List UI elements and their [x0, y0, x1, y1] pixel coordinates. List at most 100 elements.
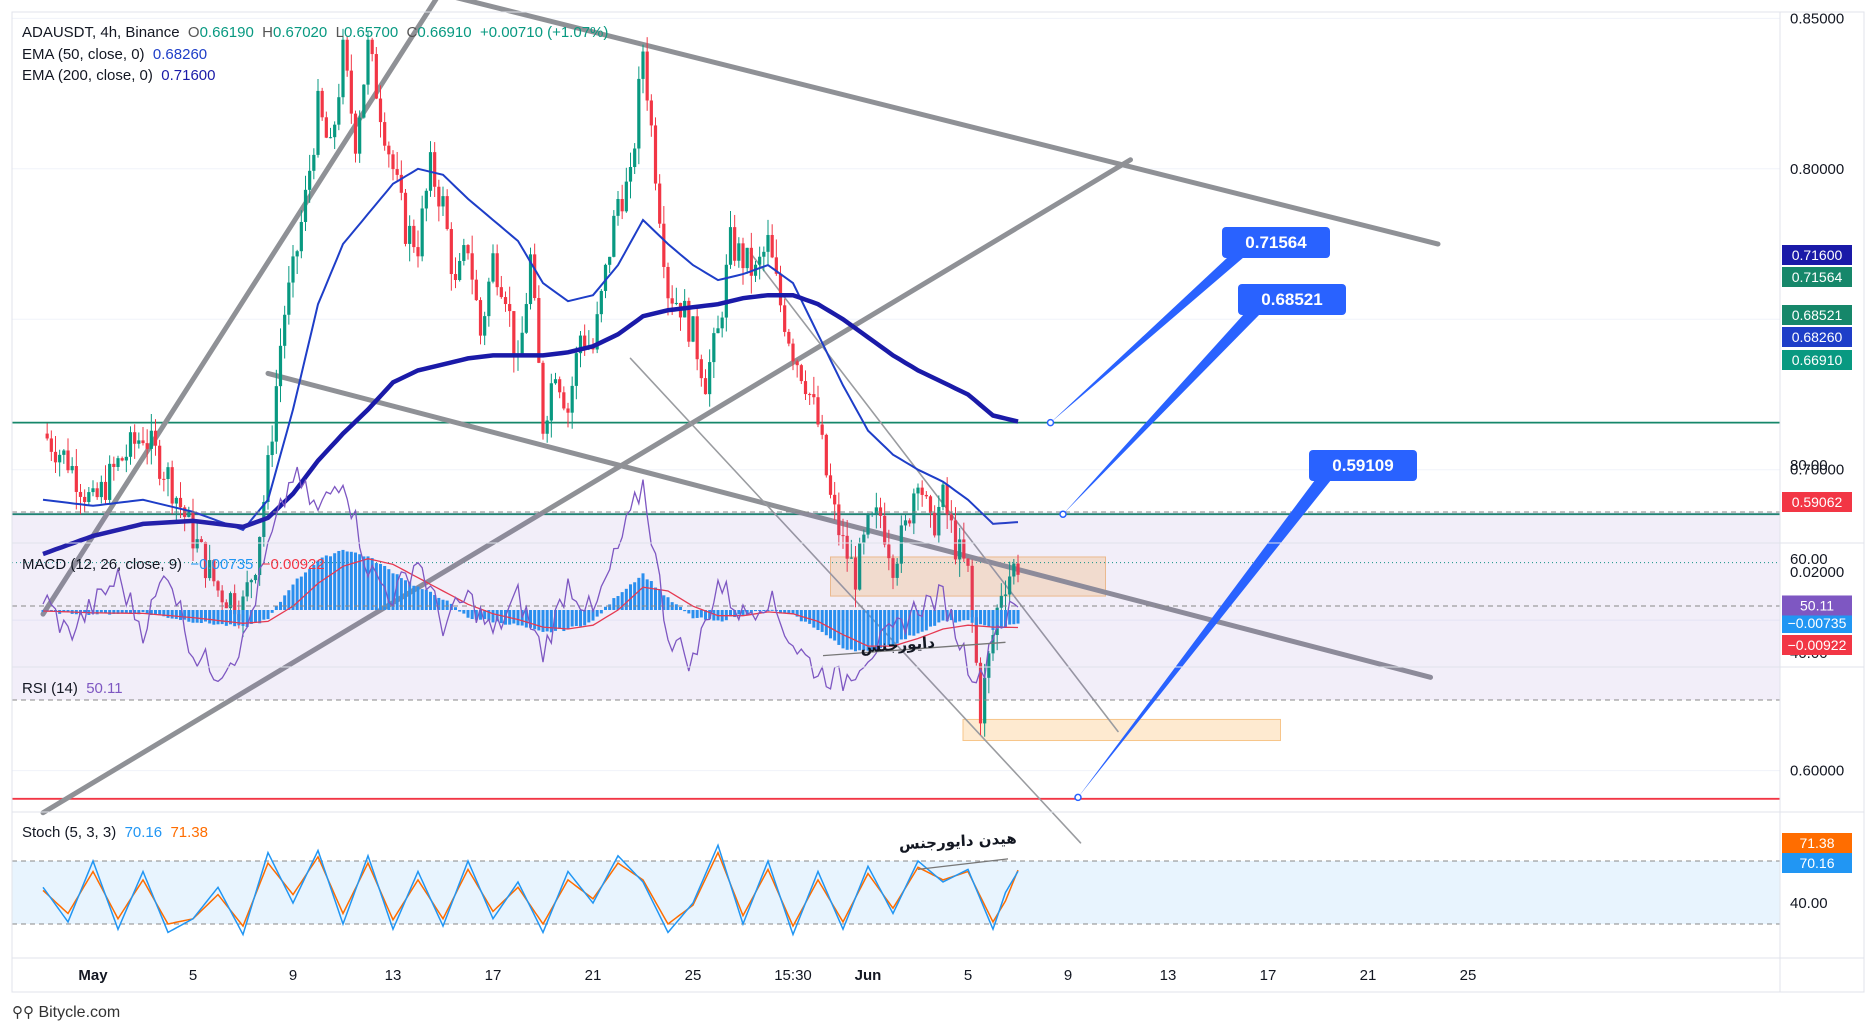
stoch-legend: Stoch (5, 3, 3) 70.16 71.38: [22, 824, 208, 841]
candle-body: [495, 253, 499, 288]
stoch-band: [12, 861, 1780, 924]
macd-histogram-bar: [233, 610, 237, 627]
candle-body: [345, 39, 349, 71]
macd-histogram-bar: [337, 550, 341, 610]
price-tag: [1782, 327, 1852, 347]
candle-body: [737, 243, 741, 261]
candle-body: [445, 196, 449, 230]
candle-body: [937, 506, 941, 536]
macd-histogram-bar: [537, 610, 541, 631]
candle-body: [208, 560, 212, 579]
price-tag-label: 0.66910: [1792, 352, 1843, 368]
candle-body: [249, 580, 253, 583]
macd-histogram-bar: [999, 610, 1003, 628]
macd-tag: [1782, 635, 1852, 655]
price-tag: [1782, 305, 1852, 325]
trendline-3: [265, 370, 1433, 680]
macd-histogram-bar: [958, 610, 962, 622]
macd-histogram-bar: [208, 610, 212, 624]
candle-body: [770, 234, 774, 258]
candle-body: [199, 539, 203, 543]
macd-histogram-bar: [187, 610, 191, 622]
macd-histogram-bar: [420, 589, 424, 610]
ohlc-low-label: L: [335, 24, 344, 41]
price-tag: [1782, 350, 1852, 370]
macd-histogram-bar: [166, 610, 170, 618]
time-axis-tick: 21: [1360, 967, 1377, 984]
ema200-legend: EMA (200, close, 0) 0.71600: [22, 67, 215, 84]
candle-body: [270, 441, 274, 456]
macd-histogram-bar: [649, 581, 653, 610]
macd-axis-tick: 0.02000: [1790, 564, 1844, 581]
candle-body: [699, 359, 703, 379]
macd-histogram-bar: [149, 610, 153, 616]
macd-histogram-bar: [691, 610, 695, 619]
candle-body: [191, 511, 195, 549]
macd-histogram-bar: [354, 552, 357, 610]
candle-body: [720, 317, 724, 329]
candle-body: [533, 254, 537, 299]
candle-body: [999, 595, 1003, 608]
macd-histogram-bar: [291, 584, 295, 610]
macd-histogram-bar: [633, 582, 637, 610]
macd-histogram-bar: [120, 610, 124, 613]
ema200-line: [42, 292, 1019, 557]
macd-histogram-bar: [441, 599, 445, 610]
candle-body: [224, 602, 228, 609]
price-tag-label: 0.71564: [1792, 269, 1843, 285]
candle-body: [724, 264, 728, 318]
brand-footer: ⚲⚲ Bitycle.com: [12, 1003, 120, 1022]
candle-body: [412, 225, 416, 248]
candle-body: [333, 124, 337, 138]
macd-histogram-bar: [912, 610, 916, 636]
candle-body: [583, 335, 587, 349]
bicycle-icon: ⚲⚲: [12, 1004, 34, 1021]
stoch-k-tag-label: 70.16: [1799, 855, 1834, 871]
macd-histogram-bar: [216, 610, 220, 625]
macd-histogram-bar: [516, 610, 520, 626]
candle-body: [778, 273, 783, 306]
candle-body: [424, 190, 428, 209]
candle-body: [474, 279, 478, 301]
macd-histogram-bar: [812, 610, 816, 628]
macd-histogram-bar: [620, 592, 624, 610]
macd-histogram-bar: [754, 610, 757, 612]
candle-body: [703, 378, 708, 395]
candle-body: [653, 125, 658, 184]
candle-body: [133, 432, 137, 444]
candle-body: [924, 494, 928, 497]
candle-body: [574, 353, 578, 386]
candle-body: [920, 487, 924, 495]
macd-histogram-bar: [704, 610, 707, 620]
macd-histogram-bar: [949, 610, 953, 621]
macd-histogram-bar: [62, 610, 66, 612]
candle-body: [1016, 563, 1020, 575]
stoch-legend-k: 70.16: [124, 824, 163, 841]
macd-histogram-bar: [108, 610, 112, 615]
macd-histogram-bar: [320, 557, 324, 610]
candle-body: [983, 677, 987, 724]
macd-signal-line: [42, 558, 1019, 647]
candle-body: [74, 466, 78, 492]
macd-histogram-bar: [295, 578, 299, 610]
candle-body: [649, 100, 653, 126]
ema-lines: [42, 167, 1019, 557]
callout-box: [1238, 284, 1346, 315]
macd-histogram-bar: [1004, 610, 1007, 628]
candle-body: [712, 333, 716, 363]
rsi-axis-tick: 80.00: [1790, 457, 1828, 474]
macd-histogram-bar: [429, 591, 432, 610]
candle-body: [145, 443, 149, 449]
price-change: +0.00710 (+1.07%): [479, 24, 609, 41]
macd-histogram-bar: [416, 586, 420, 610]
macd-histogram-bar: [66, 610, 70, 612]
macd-histogram-bar: [133, 610, 137, 614]
macd-histogram-bar: [770, 609, 774, 611]
macd-histogram-bar: [345, 551, 349, 610]
macd-histogram-bar: [645, 579, 649, 610]
grid: [12, 17, 1780, 772]
candle-body: [916, 487, 920, 494]
macd-histogram-bar: [883, 610, 887, 648]
candle-body: [928, 496, 933, 513]
ema200-label: EMA (200, close, 0): [22, 67, 153, 84]
